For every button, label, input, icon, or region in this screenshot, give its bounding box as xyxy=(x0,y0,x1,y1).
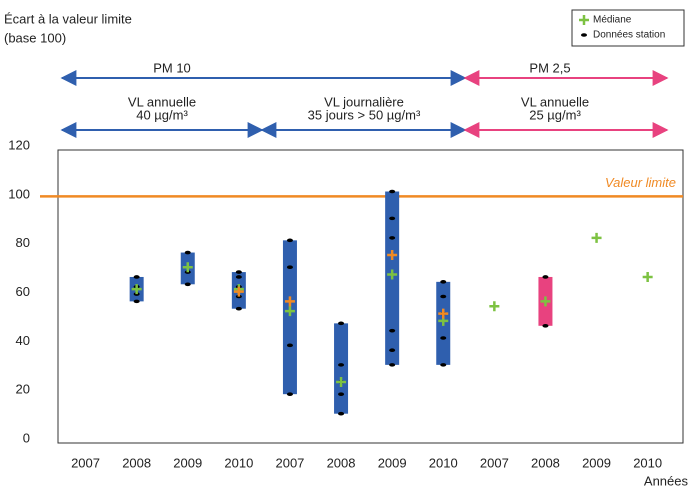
station-point xyxy=(286,343,293,348)
station-point xyxy=(184,250,191,255)
legend-marker xyxy=(581,33,587,37)
station-point xyxy=(286,392,293,396)
group-label: PM 2,5 xyxy=(529,60,570,75)
median-marker xyxy=(336,376,347,387)
range-box xyxy=(334,323,349,414)
subgroup-label: 35 jours > 50 µg/m³ xyxy=(308,107,421,122)
station-point xyxy=(440,363,447,367)
station-point xyxy=(184,282,191,287)
x-tick-label: 2010 xyxy=(633,455,662,470)
y-tick-label: 40 xyxy=(16,333,30,348)
x-tick-label: 2007 xyxy=(480,455,509,470)
legend-label: Médiane xyxy=(593,15,632,26)
station-point xyxy=(389,328,396,333)
station-point xyxy=(338,363,345,367)
x-axis-label: Années xyxy=(644,473,689,488)
legend-label: Données station xyxy=(593,30,665,41)
plot-frame xyxy=(57,149,684,444)
y-tick-label: 80 xyxy=(16,235,30,250)
median-marker xyxy=(591,232,602,243)
median-marker xyxy=(642,271,653,282)
station-point xyxy=(133,275,140,279)
legend xyxy=(571,9,685,47)
station-point xyxy=(338,321,345,326)
station-point xyxy=(235,275,242,279)
median-marker xyxy=(540,296,551,307)
median-marker xyxy=(131,284,142,295)
station-point xyxy=(389,189,396,194)
station-point xyxy=(389,236,396,240)
title: (base 100) xyxy=(4,30,66,45)
station-point xyxy=(286,265,293,270)
station-point xyxy=(338,411,345,416)
title: Écart à la valeur limite xyxy=(4,11,132,26)
x-tick-label: 2009 xyxy=(173,455,202,470)
x-tick-label: 2009 xyxy=(378,455,407,470)
station-point xyxy=(235,306,242,311)
x-tick-label: 2009 xyxy=(582,455,611,470)
y-tick-label: 120 xyxy=(8,137,30,152)
station-point xyxy=(338,392,345,396)
station-point xyxy=(389,348,396,353)
station-point xyxy=(440,336,447,340)
mean-marker xyxy=(233,286,244,297)
station-point xyxy=(440,294,447,299)
station-point xyxy=(133,299,140,304)
subgroup-label: VL annuelle xyxy=(521,94,589,109)
station-point xyxy=(389,216,396,221)
mean-marker xyxy=(387,249,398,260)
subgroup-label: 25 µg/m³ xyxy=(529,107,581,122)
x-tick-label: 2007 xyxy=(275,455,304,470)
x-tick-label: 2010 xyxy=(224,455,253,470)
group-label: PM 10 xyxy=(153,60,191,75)
median-marker xyxy=(489,301,500,312)
station-point xyxy=(542,324,549,328)
median-marker xyxy=(387,269,398,280)
x-tick-label: 2008 xyxy=(122,455,151,470)
mean-marker xyxy=(438,308,449,319)
median-marker xyxy=(182,262,193,273)
y-tick-label: 0 xyxy=(23,430,30,445)
station-point xyxy=(440,280,447,284)
subgroup-label: VL annuelle xyxy=(128,94,196,109)
x-tick-label: 2008 xyxy=(327,455,356,470)
y-tick-label: 60 xyxy=(16,284,30,299)
y-tick-label: 20 xyxy=(16,382,30,397)
station-point xyxy=(235,270,242,274)
station-point xyxy=(542,275,549,279)
y-tick-label: 100 xyxy=(8,186,30,201)
mean-marker xyxy=(284,296,295,307)
limit-label: Valeur limite xyxy=(605,175,676,190)
station-point xyxy=(389,363,396,367)
legend-box xyxy=(571,9,685,47)
subgroup-label: 40 µg/m³ xyxy=(136,107,188,122)
subgroup-label: VL journalière xyxy=(324,94,404,109)
x-tick-label: 2008 xyxy=(531,455,560,470)
legend-marker xyxy=(579,15,589,25)
x-tick-label: 2007 xyxy=(71,455,100,470)
station-point xyxy=(286,238,293,243)
median-marker xyxy=(284,306,295,317)
range-box xyxy=(282,240,297,395)
x-tick-label: 2010 xyxy=(429,455,458,470)
